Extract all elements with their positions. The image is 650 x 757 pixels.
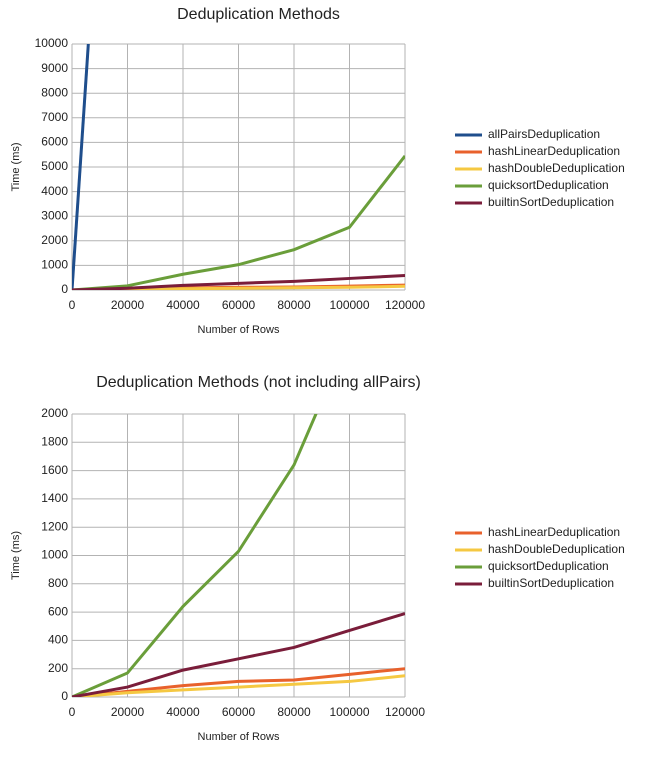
y-tick-label: 5000 (41, 159, 68, 173)
x-tick-label: 60000 (222, 298, 256, 312)
x-tick-label: 40000 (166, 298, 200, 312)
x-tick-label: 100000 (329, 298, 369, 312)
y-tick-label: 0 (61, 689, 68, 703)
series-line (72, 273, 405, 290)
x-tick-label: 60000 (222, 705, 256, 719)
y-tick-label: 6000 (41, 135, 68, 149)
legend-label: hashLinearDeduplication (488, 525, 620, 539)
y-tick-label: 1600 (41, 463, 68, 477)
y-tick-label: 1800 (41, 434, 68, 448)
x-tick-label: 120000 (385, 298, 425, 312)
series-line (72, 414, 318, 697)
x-tick-label: 100000 (329, 705, 369, 719)
legend-label: quicksortDeduplication (488, 559, 609, 573)
plot-area (72, 44, 405, 290)
x-tick-label: 0 (69, 705, 76, 719)
legend-label: builtinSortDeduplication (488, 576, 614, 590)
legend-label: allPairsDeduplication (488, 127, 600, 141)
series-line (72, 155, 405, 290)
y-tick-label: 0 (61, 282, 68, 296)
x-tick-label: 120000 (385, 705, 425, 719)
series-line (72, 674, 405, 697)
y-tick-label: 3000 (41, 208, 68, 222)
y-tick-label: 200 (48, 661, 68, 675)
series-line (72, 612, 405, 697)
x-tick-label: 80000 (277, 705, 311, 719)
y-tick-label: 2000 (41, 233, 68, 247)
x-tick-label: 0 (69, 298, 76, 312)
legend-label: hashDoubleDeduplication (488, 542, 625, 556)
x-tick-label: 20000 (111, 298, 145, 312)
y-tick-label: 4000 (41, 184, 68, 198)
legend-label: hashLinearDeduplication (488, 144, 620, 158)
y-tick-label: 2000 (41, 406, 68, 420)
chart-title: Deduplication Methods (177, 6, 340, 23)
x-axis-label: Number of Rows (198, 731, 280, 743)
y-axis-label: Time (ms) (10, 142, 22, 191)
y-tick-label: 10000 (35, 36, 69, 50)
chart-title: Deduplication Methods (not including all… (96, 374, 421, 391)
y-tick-label: 600 (48, 604, 68, 618)
y-tick-label: 1200 (41, 519, 68, 533)
x-tick-label: 80000 (277, 298, 311, 312)
series-line (72, 44, 90, 290)
y-tick-label: 1000 (41, 258, 68, 272)
x-tick-label: 20000 (111, 705, 145, 719)
y-tick-label: 8000 (41, 85, 68, 99)
x-tick-label: 40000 (166, 705, 200, 719)
y-axis-label: Time (ms) (10, 531, 22, 580)
legend-label: builtinSortDeduplication (488, 195, 614, 209)
legend-label: quicksortDeduplication (488, 178, 609, 192)
y-tick-label: 1400 (41, 491, 68, 505)
y-tick-label: 1000 (41, 548, 68, 562)
x-axis-label: Number of Rows (198, 324, 280, 336)
y-tick-label: 7000 (41, 110, 68, 124)
y-tick-label: 800 (48, 576, 68, 590)
legend-label: hashDoubleDeduplication (488, 161, 625, 175)
y-tick-label: 9000 (41, 61, 68, 75)
plot-area (72, 414, 405, 697)
y-tick-label: 400 (48, 633, 68, 647)
